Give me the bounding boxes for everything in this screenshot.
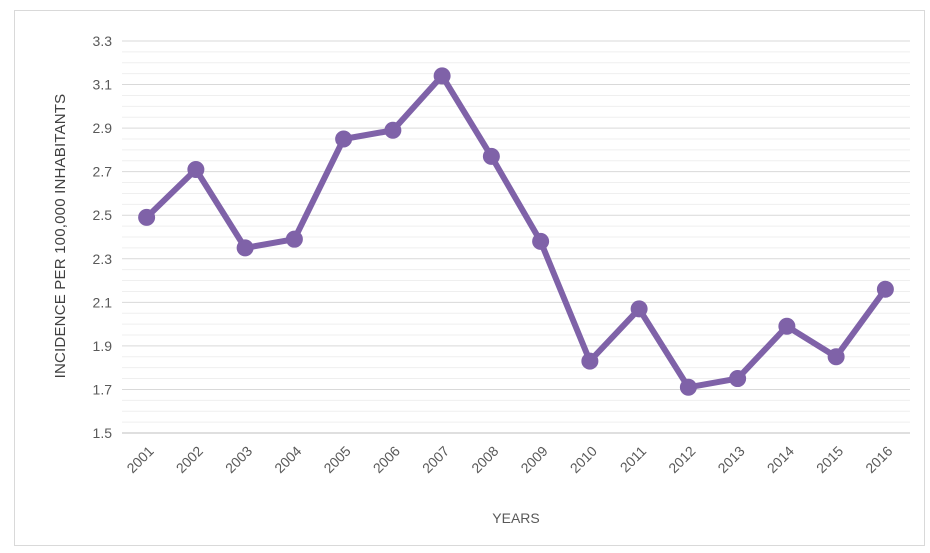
- x-tick-label: 2007: [419, 443, 452, 476]
- data-point: [827, 348, 845, 366]
- x-tick-label: 2006: [370, 443, 403, 476]
- data-point: [433, 67, 451, 85]
- data-point: [876, 280, 894, 298]
- x-tick-label: 2014: [764, 443, 797, 476]
- x-tick-label: 2012: [665, 443, 698, 476]
- data-point: [187, 160, 205, 178]
- data-point: [482, 147, 500, 165]
- chart-frame: [14, 10, 925, 546]
- x-tick-label: 2004: [271, 443, 304, 476]
- data-point: [630, 300, 648, 318]
- data-point: [778, 317, 796, 335]
- y-tick-label: 2.7: [93, 164, 113, 180]
- y-tick-label: 2.9: [93, 120, 113, 136]
- y-tick-labels: 1.5 1.7 1.9 2.1 2.3 2.5 2.7 2.9 3.1 3.3: [93, 33, 113, 441]
- x-tick-label: 2002: [173, 443, 206, 476]
- x-tick-label: 2013: [714, 443, 747, 476]
- y-tick-label: 3.1: [93, 77, 113, 93]
- x-tick-label: 2016: [862, 443, 895, 476]
- y-tick-label: 3.3: [93, 33, 113, 49]
- y-tick-label: 2.5: [93, 207, 113, 223]
- data-point: [236, 239, 254, 257]
- y-tick-label: 2.1: [93, 294, 113, 310]
- x-tick-labels: 2001 2002 2003 2004 2005 2006 2007 2008 2009 2010…: [123, 443, 895, 476]
- x-tick-label: 2005: [320, 443, 353, 476]
- data-point: [285, 230, 303, 248]
- data-point: [532, 232, 550, 250]
- x-tick-label: 2008: [468, 443, 501, 476]
- data-point: [335, 130, 353, 148]
- y-tick-label: 1.7: [93, 381, 113, 397]
- series-group: [138, 67, 894, 396]
- x-tick-label: 2009: [517, 443, 550, 476]
- y-axis-label: INCIDENCE PER 100,000 INHABITANTS: [52, 94, 69, 379]
- series-line: [143, 72, 889, 391]
- x-tick-label: 2015: [813, 443, 846, 476]
- data-point: [138, 208, 156, 226]
- x-tick-label: 2010: [567, 443, 600, 476]
- x-tick-label: 2003: [222, 443, 255, 476]
- y-tick-label: 1.5: [93, 425, 113, 441]
- y-tick-label: 2.3: [93, 251, 113, 267]
- data-point: [729, 370, 747, 388]
- x-axis-label: YEARS: [492, 510, 539, 526]
- data-point: [679, 378, 697, 396]
- data-point: [581, 352, 599, 370]
- y-tick-label: 1.9: [93, 338, 113, 354]
- x-tick-label: 2011: [617, 443, 650, 476]
- x-tick-label: 2001: [123, 443, 156, 476]
- data-point: [384, 121, 402, 139]
